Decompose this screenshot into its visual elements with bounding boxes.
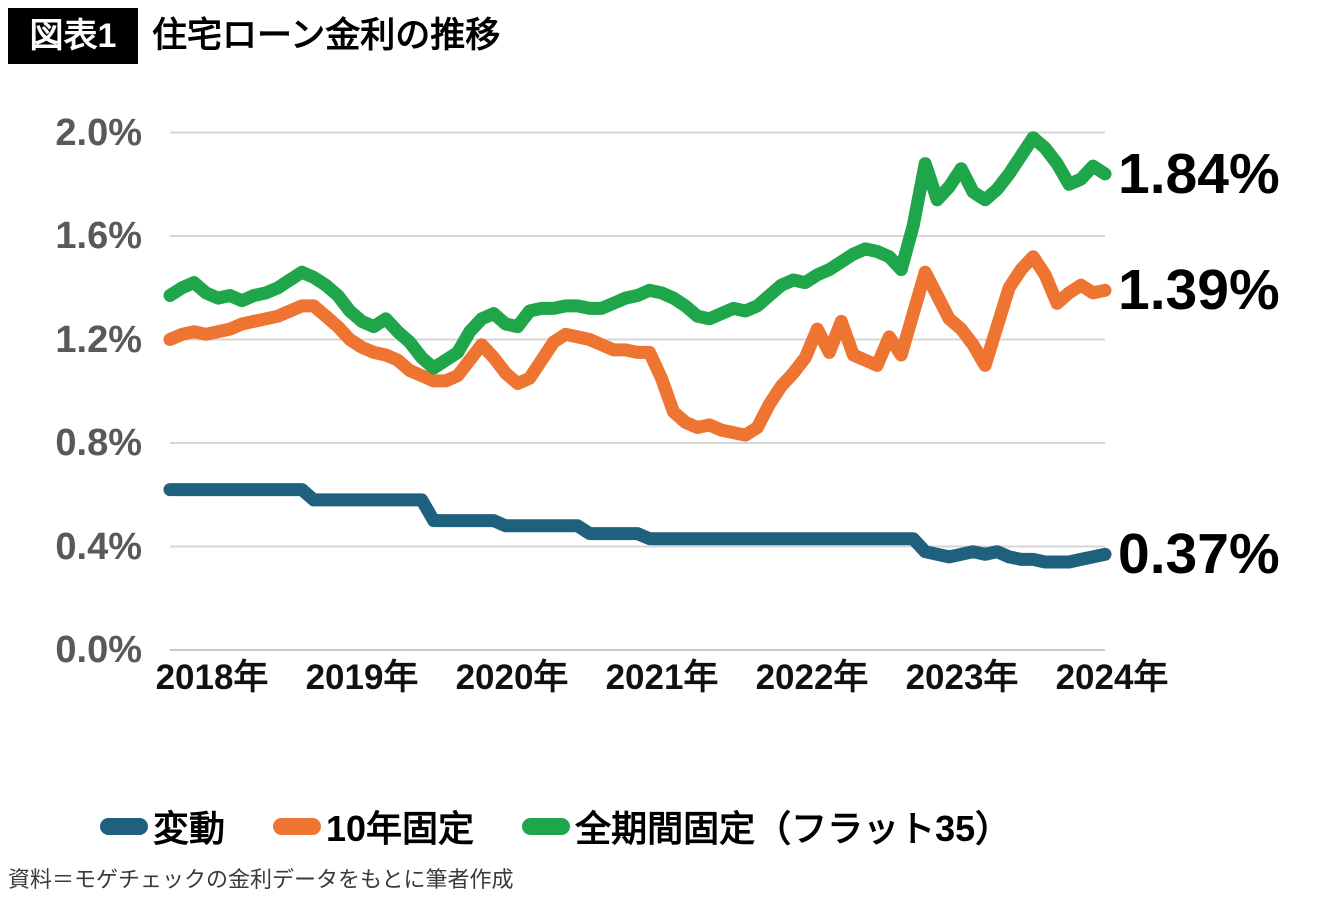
legend-label: 全期間固定（フラット35） [575,808,1012,849]
series-lines-group [163,131,1112,569]
legend-label: 変動 [153,808,226,849]
figure-badge: 図表1 [8,8,138,64]
x-axis-tick-label: 2019年 [305,658,419,697]
legend-item: 変動 [100,800,225,852]
x-axis-tick-label: 2022年 [755,658,869,697]
legend-label: 10年固定 [326,808,475,849]
legend-item: 10年固定 [273,800,474,852]
y-axis-tick-label: 1.6% [55,215,142,257]
legend-swatch [273,817,322,835]
chart-legend: 変動 10年固定 全期間固定（フラット35） [100,796,1011,856]
gridlines-group [170,131,1105,651]
x-axis-tick-label: 2023年 [905,658,1019,697]
y-axis-tick-label: 1.2% [55,318,142,361]
y-axis-tick-label: 0.0% [55,629,142,671]
y-axis-tick-label: 0.8% [55,422,142,464]
series-end-label: 1.84% [1118,141,1280,206]
series-line-全期間固定（フラット35） [163,131,1112,375]
y-axis-tick-label: 0.4% [55,525,142,568]
legend-swatch [100,817,148,835]
series-line-10年固定 [163,250,1112,442]
source-note: 資料＝モゲチェックの金利データをもとに筆者作成 [8,867,514,892]
x-axis-tick-label: 2020年 [455,658,569,697]
figure-header: 図表1 住宅ローン金利の推移 [8,8,500,64]
page-title: 住宅ローン金利の推移 [152,16,501,55]
x-axis-tick-label: 2024年 [1055,658,1169,697]
series-line-変動 [163,483,1112,569]
x-axis: 2018年 2019年 2020年 2021年 2022年 2023年 2024年 [0,658,1340,704]
legend-swatch [522,817,571,835]
x-axis-tick-label: 2021年 [605,658,719,697]
x-axis-tick-label: 2018年 [155,658,269,697]
series-end-label: 1.39% [1118,258,1280,323]
series-end-label: 0.37% [1118,522,1280,587]
legend-item: 全期間固定（フラット35） [522,800,1011,852]
y-axis-tick-label: 2.0% [55,111,142,154]
